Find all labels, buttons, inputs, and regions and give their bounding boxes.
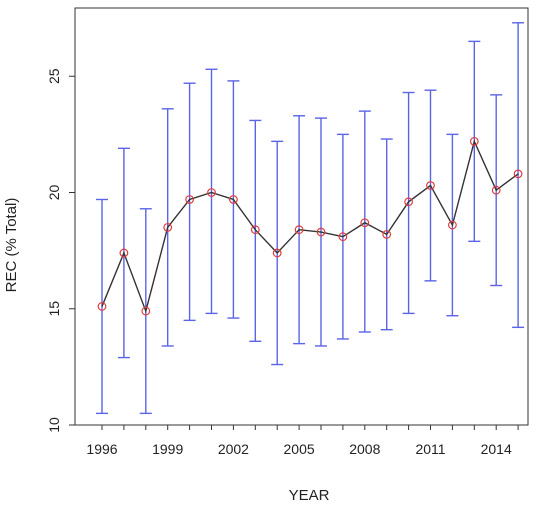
data-point	[469, 136, 479, 146]
data-point	[382, 229, 392, 239]
data-point	[426, 181, 435, 190]
y-tick-label: 25	[46, 68, 62, 84]
data-point	[448, 220, 457, 230]
y-tick-label: 20	[46, 185, 62, 201]
data-point	[207, 188, 216, 197]
x-tick-label: 2011	[415, 441, 445, 457]
data-point	[513, 169, 523, 179]
data-point	[360, 218, 370, 228]
y-tick-label: 15	[46, 301, 62, 317]
data-point	[404, 197, 414, 207]
error-bar	[183, 82, 196, 322]
data-point	[250, 225, 260, 235]
data-point	[294, 225, 304, 235]
data-point	[141, 306, 151, 316]
data-point	[491, 185, 501, 195]
y-axis-title: REC (% Total)	[3, 198, 20, 293]
x-tick-label: 1999	[152, 441, 183, 457]
error-bar	[358, 110, 371, 333]
data-point	[97, 302, 107, 311]
plot-frame	[74, 7, 529, 426]
data-point	[316, 227, 326, 237]
x-tick-label: 2005	[284, 441, 315, 457]
x-tick-label: 1996	[86, 441, 117, 457]
data-point	[272, 248, 282, 258]
x-tick-label: 2014	[481, 441, 512, 457]
data-point	[163, 222, 173, 232]
data-point	[185, 195, 195, 204]
data-point	[119, 248, 129, 258]
x-tick-label: 2002	[218, 441, 249, 457]
y-tick-label: 10	[46, 417, 62, 433]
data-point	[338, 232, 348, 242]
series-line	[101, 139, 519, 314]
error-bar	[249, 119, 262, 342]
x-tick-label: 2008	[349, 441, 380, 457]
error-bar	[205, 68, 218, 315]
error-bar	[512, 22, 525, 329]
data-point	[228, 195, 238, 204]
x-axis-title: YEAR	[289, 487, 330, 504]
